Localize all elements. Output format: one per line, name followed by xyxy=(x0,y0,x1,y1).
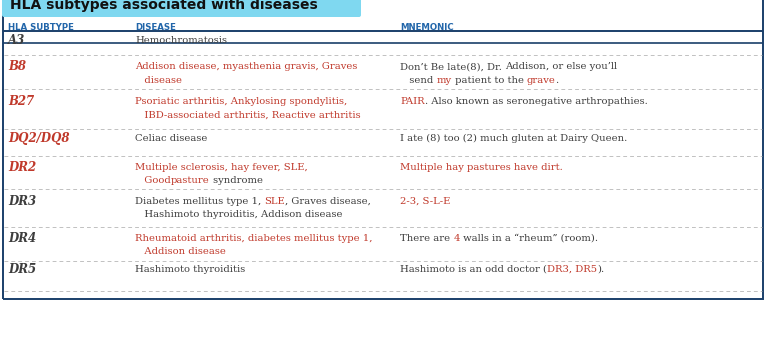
Text: grave: grave xyxy=(527,76,555,85)
Text: send: send xyxy=(400,76,437,85)
Text: DQ2/DQ8: DQ2/DQ8 xyxy=(8,132,70,145)
Text: HLA SUBTYPE: HLA SUBTYPE xyxy=(8,22,74,32)
Text: DISEASE: DISEASE xyxy=(135,22,176,32)
Text: . Also known as seronegative arthropathies.: . Also known as seronegative arthropathi… xyxy=(424,97,647,106)
Text: , or else you’ll: , or else you’ll xyxy=(545,62,617,71)
Text: SLE: SLE xyxy=(264,197,285,206)
Text: DR3, DR5: DR3, DR5 xyxy=(547,265,597,274)
Text: my: my xyxy=(437,76,451,85)
Text: Hemochromatosis: Hemochromatosis xyxy=(135,36,227,45)
Text: Hashimoto thyroiditis, Addison disease: Hashimoto thyroiditis, Addison disease xyxy=(135,210,342,219)
Text: B8: B8 xyxy=(8,60,26,73)
Text: Addison: Addison xyxy=(505,62,545,71)
Text: disease: disease xyxy=(135,76,182,85)
Bar xyxy=(3,0,763,299)
Text: Addison disease, myasthenia gravis, Graves: Addison disease, myasthenia gravis, Grav… xyxy=(135,62,358,71)
Text: DR3: DR3 xyxy=(8,195,36,208)
Text: HLA subtypes associated with diseases: HLA subtypes associated with diseases xyxy=(10,0,318,12)
Text: Rheumatoid arthritis, diabetes mellitus type 1,: Rheumatoid arthritis, diabetes mellitus … xyxy=(135,234,372,243)
Text: patient to the: patient to the xyxy=(451,76,527,85)
Text: I ate (8) too (2) much gluten at Dairy Queen.: I ate (8) too (2) much gluten at Dairy Q… xyxy=(400,134,627,143)
Text: Celiac disease: Celiac disease xyxy=(135,134,208,143)
Text: Addison disease: Addison disease xyxy=(135,247,226,256)
Text: B27: B27 xyxy=(8,95,34,108)
Text: .: . xyxy=(555,76,558,85)
Text: syndrome: syndrome xyxy=(209,176,263,185)
Text: 4: 4 xyxy=(453,234,460,243)
Text: IBD-associated arthritis, Reactive arthritis: IBD-associated arthritis, Reactive arthr… xyxy=(135,111,361,120)
Text: DR5: DR5 xyxy=(8,263,36,276)
Text: Don’t Be late(8), Dr.: Don’t Be late(8), Dr. xyxy=(400,62,505,71)
Text: Psoriatic arthritis, Ankylosing spondylitis,: Psoriatic arthritis, Ankylosing spondyli… xyxy=(135,97,347,106)
Text: DR2: DR2 xyxy=(8,161,36,174)
Text: DR4: DR4 xyxy=(8,232,36,245)
Text: A3: A3 xyxy=(8,34,25,47)
Text: Hashimoto thyroiditis: Hashimoto thyroiditis xyxy=(135,265,245,274)
Text: Diabetes mellitus type 1,: Diabetes mellitus type 1, xyxy=(135,197,264,206)
Text: Good: Good xyxy=(135,176,171,185)
Text: walls in a “rheum” (room).: walls in a “rheum” (room). xyxy=(460,234,597,243)
Text: MNEMONIC: MNEMONIC xyxy=(400,22,453,32)
Text: pasture: pasture xyxy=(171,176,209,185)
FancyBboxPatch shape xyxy=(2,0,361,17)
Text: ).: ). xyxy=(597,265,604,274)
Text: Hashimoto is an odd doctor (: Hashimoto is an odd doctor ( xyxy=(400,265,547,274)
Text: Multiple hay pastures have dirt.: Multiple hay pastures have dirt. xyxy=(400,163,563,172)
Text: There are: There are xyxy=(400,234,453,243)
Text: , Graves disease,: , Graves disease, xyxy=(285,197,371,206)
Text: PAIR: PAIR xyxy=(400,97,424,106)
Text: 2-3, S-L-E: 2-3, S-L-E xyxy=(400,197,450,206)
Text: Multiple sclerosis, hay fever, SLE,: Multiple sclerosis, hay fever, SLE, xyxy=(135,163,308,172)
